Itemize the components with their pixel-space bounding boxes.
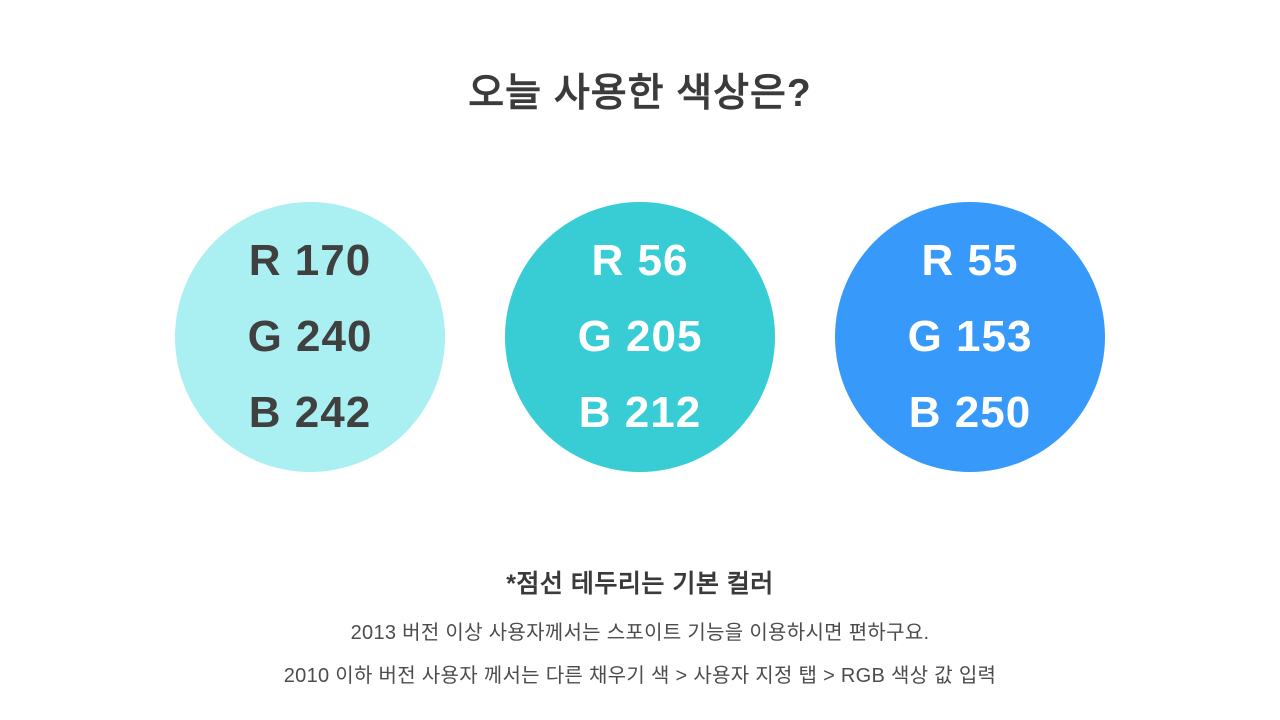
color-circles-row: R 170 G 240 B 242 R 56 G 205 B 212 R 55 … [0,202,1280,472]
rgb-value-b: B 242 [248,388,372,437]
rgb-value-r: R 170 [248,236,372,285]
color-circle-teal: R 56 G 205 B 212 [505,202,775,472]
footnote-line-eyedropper-tip: 2013 버전 이상 사용자께서는 스포이트 기능을 이용하시면 편하구요. [350,622,930,644]
footnote-bold-note: *점선 테두리는 기본 컬러 [506,570,774,598]
rgb-value-g: G 205 [577,312,703,361]
rgb-value-g: G 153 [907,312,1033,361]
rgb-value-r: R 56 [591,236,689,285]
color-circle-light-cyan: R 170 G 240 B 242 [175,202,445,472]
footnote-line-rgb-entry-tip: 2010 이하 버전 사용자 께서는 다른 채우기 색 > 사용자 지정 탭 >… [283,665,997,687]
color-circle-blue: R 55 G 153 B 250 [835,202,1105,472]
footnote-block: *점선 테두리는 기본 컬러 2013 버전 이상 사용자께서는 스포이트 기능… [0,564,1280,702]
rgb-value-g: G 240 [247,312,373,361]
rgb-value-r: R 55 [921,236,1019,285]
slide-title: 오늘 사용한 색상은? [468,72,812,115]
rgb-value-b: B 250 [908,388,1032,437]
rgb-value-b: B 212 [578,388,702,437]
